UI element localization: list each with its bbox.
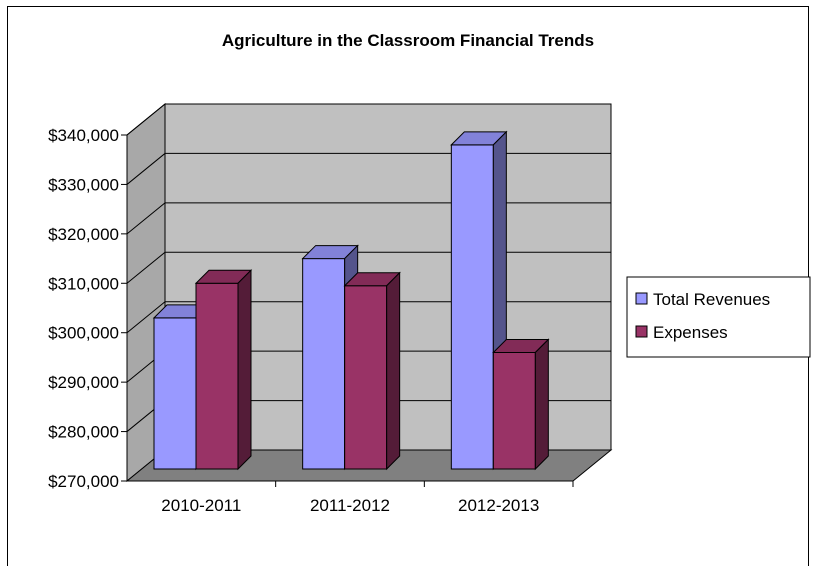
axes: $270,000 $280,000 $290,000 $300,000 $310,000…	[48, 126, 574, 515]
bar-side	[386, 271, 401, 471]
gridline-side	[126, 202, 166, 235]
gridline-side	[126, 251, 166, 284]
bar-front	[195, 282, 239, 470]
legend-label: Expenses	[653, 323, 728, 342]
y-tick-label: $310,000	[48, 274, 119, 293]
bar-side	[534, 338, 549, 471]
bar-front	[492, 351, 536, 470]
x-tick-label: 2010-2011	[161, 496, 241, 515]
gridline-side	[126, 301, 166, 334]
bar	[343, 271, 401, 471]
y-tick-label: $320,000	[48, 225, 119, 244]
bar-front	[302, 258, 346, 470]
bar	[194, 269, 253, 471]
gridline-side	[126, 103, 166, 136]
bars	[152, 130, 550, 471]
y-tick-label: $340,000	[48, 126, 119, 145]
y-tick-label: $300,000	[48, 324, 119, 343]
chart-title: Agriculture in the Classroom Financial T…	[221, 31, 595, 50]
legend-label: Total Revenues	[653, 290, 770, 309]
legend-swatch	[635, 325, 648, 338]
bar	[450, 130, 508, 471]
x-tick-label: 2011-2012	[310, 496, 390, 515]
legend-box	[626, 276, 811, 358]
legend-swatch	[635, 292, 648, 305]
bar-front	[153, 317, 197, 470]
y-tick-label: $330,000	[48, 175, 119, 194]
y-tick-label: $280,000	[48, 423, 119, 442]
legend: Total Revenues Expenses	[626, 276, 811, 358]
bar-side	[237, 269, 252, 471]
y-tick-label: $290,000	[48, 373, 119, 392]
gridline-side	[126, 153, 166, 185]
y-tick-label: $270,000	[48, 472, 119, 491]
bar-front	[450, 144, 494, 470]
x-tick-label: 2012-2013	[458, 496, 539, 515]
bar-front	[344, 285, 388, 470]
bar	[492, 338, 550, 471]
